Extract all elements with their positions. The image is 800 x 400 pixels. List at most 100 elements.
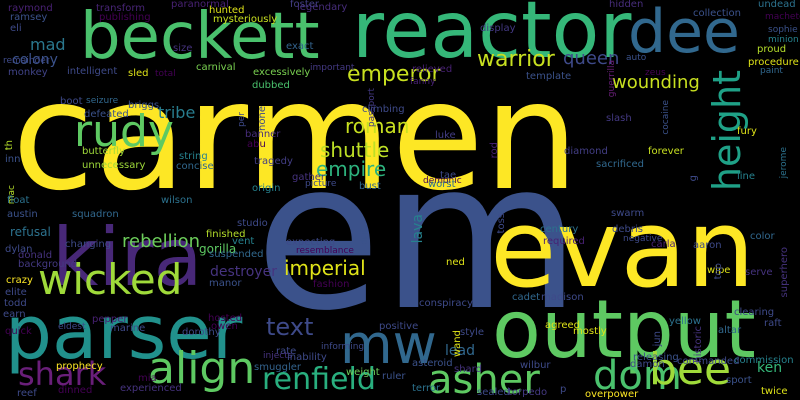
cloud-word-abu: abu xyxy=(247,139,266,150)
cloud-word-hosted: hosted xyxy=(208,313,243,324)
cloud-word-marine: marine xyxy=(110,323,146,334)
cloud-word-asteroid: asteroid xyxy=(412,358,453,369)
cloud-word-debris: debris xyxy=(612,224,643,235)
cloud-word-quick: quick xyxy=(5,326,32,337)
cloud-word-yellow: yellow xyxy=(669,316,701,327)
cloud-word-wand: wand xyxy=(452,330,463,357)
cloud-word-colony: colony xyxy=(12,52,58,68)
cloud-word-bust: bust xyxy=(359,181,381,192)
cloud-word-slash: slash xyxy=(606,113,632,124)
cloud-word-queen: queen xyxy=(563,48,620,69)
cloud-word-relieved: relieved xyxy=(412,64,453,75)
cloud-word-jerome: jerome xyxy=(779,147,789,179)
cloud-word-drift: drift xyxy=(359,225,370,246)
cloud-word-parser: parser xyxy=(5,290,243,376)
cloud-word-exact: exact xyxy=(286,41,314,52)
cloud-word-asher: asher xyxy=(428,357,540,400)
cloud-word-changing: changing xyxy=(65,239,112,250)
cloud-word-roman: roman xyxy=(345,114,410,138)
cloud-word-rebellion: rebellion xyxy=(122,231,201,252)
cloud-word-tae: tae xyxy=(440,170,457,181)
cloud-word-experienced: experienced xyxy=(120,383,182,394)
cloud-word-sealed: sealed xyxy=(477,387,510,398)
cloud-word-seizure: seizure xyxy=(86,96,119,106)
cloud-word-climbing: climbing xyxy=(362,104,405,115)
cloud-word-picture: picture xyxy=(305,179,337,189)
cloud-word-kira: kira xyxy=(52,211,203,304)
cloud-word-line: line xyxy=(737,171,756,182)
cloud-word-renfield: renfield xyxy=(262,362,376,397)
cloud-word-negative: negative xyxy=(623,234,663,244)
cloud-word-string: string xyxy=(179,151,208,162)
cloud-word-th: th xyxy=(4,140,15,151)
cloud-word-commanded: commanded xyxy=(677,356,740,367)
cloud-word-earn: earn xyxy=(3,309,26,320)
cloud-word-diamond: diamond xyxy=(564,146,608,157)
cloud-word-fanny: fanny xyxy=(410,77,436,87)
cloud-word-p: p xyxy=(560,384,567,395)
cloud-word-injects: injects xyxy=(263,351,293,361)
cloud-word-size: size xyxy=(173,43,193,54)
cloud-word-intelligent: intelligent xyxy=(67,66,118,77)
cloud-word-publishing: publishing xyxy=(99,12,151,23)
cloud-word-luke: luke xyxy=(435,130,456,141)
cloud-word-serve: serve xyxy=(745,267,773,278)
cloud-word-carla: carla xyxy=(651,239,676,250)
cloud-word-demonic: demonic xyxy=(423,176,462,186)
cloud-word-output: output xyxy=(492,283,756,376)
cloud-word-hunted: hunted xyxy=(209,5,245,16)
cloud-word-important: important xyxy=(310,63,355,73)
cloud-word-transform: transform xyxy=(96,3,146,14)
cloud-word-madison: madison xyxy=(541,292,584,303)
cloud-word-studio: studio xyxy=(237,218,268,229)
cloud-word-color: color xyxy=(750,231,775,242)
cloud-word-dubbed: dubbed xyxy=(252,80,290,91)
cloud-word-g: g xyxy=(688,175,699,182)
cloud-word-tribe: tribe xyxy=(158,103,196,122)
cloud-word-rate: rate xyxy=(276,346,297,357)
cloud-word-torpedo: torpedo xyxy=(508,387,548,398)
cloud-word-superhero: superhero xyxy=(779,247,790,298)
cloud-word-fashion: fashion xyxy=(313,279,350,290)
cloud-word-finished: finished xyxy=(206,229,246,240)
cloud-word-sled: sled xyxy=(128,68,149,79)
cloud-word-ruler: ruler xyxy=(382,371,406,382)
cloud-word-remainder: remainder xyxy=(3,56,50,66)
cloud-word-rod: rod xyxy=(489,142,500,159)
cloud-word-dylan: dylan xyxy=(5,244,33,255)
cloud-word-empire: empire xyxy=(316,157,387,181)
cloud-word-machete: machete xyxy=(765,12,800,22)
cloud-word-cocaine: cocaine xyxy=(661,100,671,135)
cloud-word-mostly: mostly xyxy=(573,326,607,337)
cloud-word-per: per xyxy=(237,112,247,127)
cloud-word-mw: mw xyxy=(340,313,437,376)
cloud-word-dinned: dinned xyxy=(58,385,93,396)
cloud-word-conspiracy: conspiracy xyxy=(419,298,473,309)
cloud-word-rudy: rudy xyxy=(74,106,174,157)
cloud-word-overpower: overpower xyxy=(585,389,639,400)
cloud-word-background: background xyxy=(18,259,78,270)
cloud-word-carnival: carnival xyxy=(196,62,236,73)
cloud-word-jun: jun xyxy=(652,331,663,347)
cloud-word-sport: sport xyxy=(726,375,752,386)
cloud-word-proud: proud xyxy=(757,44,787,55)
cloud-word-defeated: defeated xyxy=(84,109,129,120)
cloud-word-mysteriously: mysteriously xyxy=(213,14,278,25)
cloud-word-terror: terror xyxy=(412,383,441,394)
cloud-word-imperial: imperial xyxy=(284,256,366,280)
cloud-word-paint: paint xyxy=(760,66,783,76)
cloud-word-boot: boot xyxy=(60,96,83,107)
cloud-word-positive: positive xyxy=(379,321,419,332)
cloud-word-text: text xyxy=(266,313,314,341)
cloud-word-forever: forever xyxy=(648,146,684,157)
cloud-word-twice: twice xyxy=(761,386,788,397)
cloud-word-lead: lead xyxy=(445,343,475,359)
cloud-word-eldest: eldest xyxy=(58,322,86,332)
cloud-word-gather: gather xyxy=(292,172,325,183)
cloud-word-todd: todd xyxy=(4,298,27,309)
cloud-word-elite: elite xyxy=(5,287,27,298)
cloud-word-worst: worst xyxy=(428,179,456,190)
cloud-word-em: em xyxy=(255,118,581,356)
cloud-word-none: none xyxy=(257,106,268,131)
cloud-word-dorothy: dorothy xyxy=(182,327,221,338)
